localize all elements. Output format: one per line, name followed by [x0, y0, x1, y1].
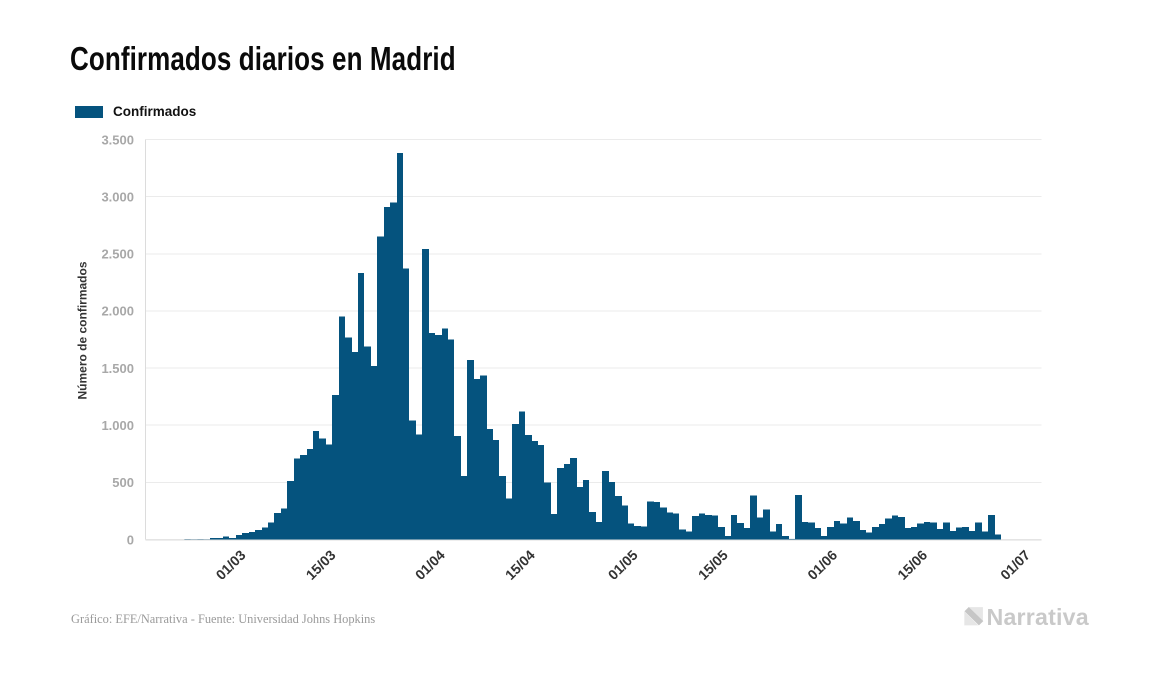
svg-text:01/03: 01/03: [213, 547, 249, 583]
svg-text:01/06: 01/06: [804, 547, 840, 583]
svg-text:2.500: 2.500: [101, 247, 134, 262]
svg-text:01/05: 01/05: [605, 547, 641, 583]
svg-text:01/04: 01/04: [412, 547, 448, 583]
svg-text:1.000: 1.000: [101, 418, 134, 433]
svg-text:1.500: 1.500: [101, 361, 134, 376]
svg-text:2.000: 2.000: [101, 304, 134, 319]
svg-text:15/06: 15/06: [894, 547, 930, 583]
svg-text:0: 0: [127, 532, 134, 547]
svg-text:Narrativa: Narrativa: [987, 604, 1090, 630]
svg-text:15/03: 15/03: [303, 547, 339, 583]
svg-text:Número de confirmados: Número de confirmados: [76, 261, 90, 399]
svg-text:15/05: 15/05: [695, 547, 731, 583]
svg-text:15/04: 15/04: [502, 547, 538, 583]
svg-text:500: 500: [112, 475, 134, 490]
svg-text:3.000: 3.000: [101, 189, 134, 204]
svg-text:01/07: 01/07: [997, 547, 1033, 583]
svg-text:3.500: 3.500: [101, 132, 134, 147]
